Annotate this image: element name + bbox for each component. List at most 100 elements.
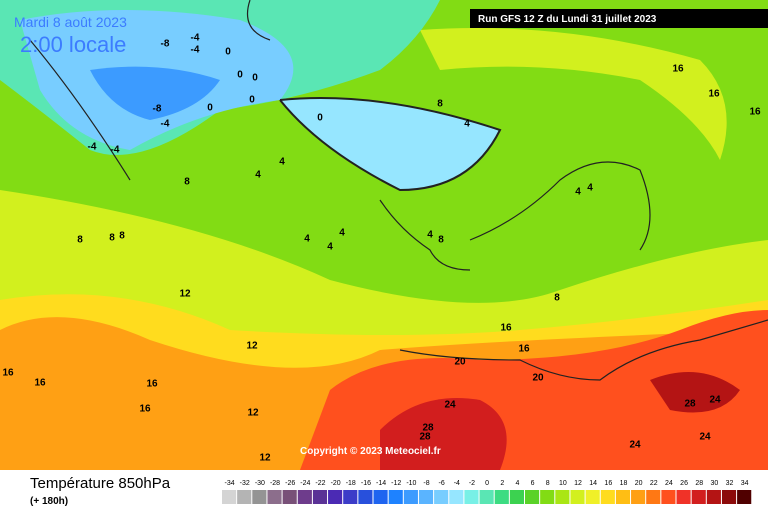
contour-label: 16 [2,368,14,379]
scale-tick-label: 12 [574,480,582,487]
contour-label: 24 [629,440,641,451]
scale-tick-label: 26 [680,480,688,487]
scale-tick-label: 24 [665,480,673,487]
contour-label: 4 [587,183,593,194]
scale-swatch [540,490,555,504]
scale-tick-label: 34 [741,480,749,487]
scale-tick-label: 16 [604,480,612,487]
scale-tick-label: -14 [376,480,386,487]
scale-tick-label: -6 [439,480,445,487]
contour-label: 16 [708,89,720,100]
contour-label: 4 [255,170,261,181]
scale-swatch [615,490,631,504]
scale-swatch [525,490,540,504]
contour-label: 12 [259,453,271,464]
legend-lead: (+ 180h) [30,496,68,507]
scale-tick-label: 14 [589,480,597,487]
scale-tick-label: -16 [361,480,371,487]
contour-label: -8 [153,104,162,115]
legend-title: Température 850hPa [30,475,171,492]
scale-swatch [706,490,721,504]
contour-label: 4 [327,242,333,253]
scale-swatch [418,490,434,504]
scale-swatch [555,490,570,504]
scale-swatch [494,490,509,504]
scale-swatch [237,490,252,504]
contour-label: 4 [279,157,285,168]
scale-tick-label: 8 [546,480,550,487]
scale-tick-label: -10 [406,480,416,487]
scale-swatch [328,490,343,504]
scale-tick-label: 22 [650,480,658,487]
scale-swatch [600,490,615,504]
scale-tick-label: 2 [500,480,504,487]
contour-label: 8 [119,231,125,242]
scale-swatch [570,490,585,504]
scale-tick-label: -32 [240,480,250,487]
scale-swatch [388,490,403,504]
contour-label: 24 [699,432,711,443]
scale-swatch [464,490,479,504]
scale-swatch [358,490,373,504]
contour-label: 8 [438,235,444,246]
scale-tick-label: -4 [454,480,460,487]
contour-label: -4 [88,142,97,153]
scale-swatch [646,490,661,504]
contour-label: 28 [684,399,696,410]
scale-swatch [312,490,328,504]
contour-label: 16 [139,404,151,415]
valid-time: 2:00 locale [20,32,126,57]
contour-label: -4 [161,119,170,130]
scale-tick-label: -24 [300,480,310,487]
scale-tick-label: -28 [270,480,280,487]
contour-label: -4 [191,45,200,56]
contour-label: 16 [672,64,684,75]
contour-label: -4 [111,145,120,156]
contour-label: 4 [427,230,433,241]
scale-swatch [373,490,388,504]
contour-label: 20 [454,357,466,368]
contour-label: 0 [225,47,231,58]
scale-swatch [252,490,267,504]
scale-tick-label: -20 [331,480,341,487]
scale-swatch [282,490,297,504]
scale-tick-label: -18 [346,480,356,487]
contour-label: 16 [34,378,46,389]
contour-label: -4 [191,33,200,44]
contour-label: 20 [532,373,544,384]
scale-swatch [222,490,237,504]
scale-swatch [343,490,358,504]
scale-tick-label: 0 [485,480,489,487]
scale-swatch [403,490,418,504]
scale-swatch [434,490,449,504]
scale-swatch [509,490,524,504]
scale-tick-label: -30 [255,480,265,487]
scale-tick-label: -8 [423,480,429,487]
contour-label: 16 [146,379,158,390]
scale-swatch [585,490,600,504]
contour-label: 4 [464,119,470,130]
run-info: Run GFS 12 Z du Lundi 31 juillet 2023 [478,14,657,25]
contour-label: 16 [749,107,761,118]
contour-label: 8 [109,233,115,244]
scale-tick-label: 18 [620,480,628,487]
scale-swatch [691,490,706,504]
contour-label: 8 [184,177,190,188]
contour-label: 0 [249,95,255,106]
contour-label: 0 [252,73,258,84]
contour-label: 8 [437,99,443,110]
scale-tick-label: -26 [285,480,295,487]
scale-tick-label: -34 [225,480,235,487]
valid-date: Mardi 8 août 2023 [14,14,127,30]
scale-tick-label: 10 [559,480,567,487]
scale-tick-label: -2 [469,480,475,487]
scale-swatch [721,490,737,504]
scale-swatch [449,490,464,504]
contour-label: 12 [179,289,191,300]
contour-label: 12 [246,341,258,352]
contour-label: 4 [575,187,581,198]
scale-tick-label: -12 [391,480,401,487]
contour-label: 8 [554,293,560,304]
